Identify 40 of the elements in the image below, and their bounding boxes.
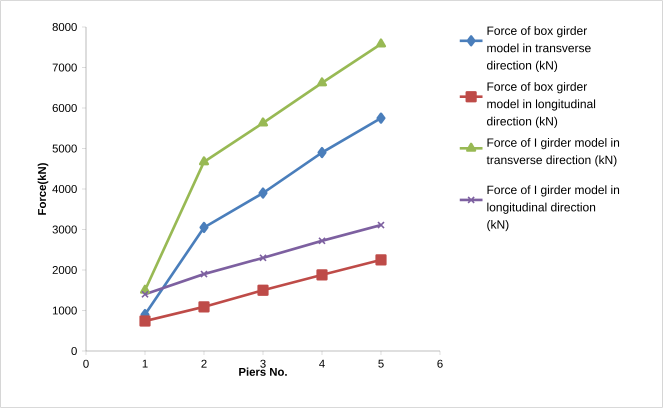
y-tick-label: 3000 — [52, 226, 77, 234]
point — [377, 221, 385, 229]
y-tick-label: 4000 — [52, 185, 77, 194]
point — [316, 269, 328, 280]
x-tick-label: 2 — [201, 360, 207, 368]
legend-label: Force of I girder model in transverse direction (kN) — [486, 138, 620, 167]
y-axis-title: Force(kN) — [38, 163, 48, 215]
point — [198, 156, 210, 166]
point — [375, 254, 387, 266]
y-tick-label: 2000 — [52, 266, 77, 274]
point — [199, 222, 209, 234]
x-axis-title: Piers No. — [239, 368, 287, 376]
x-tick-label: 5 — [378, 360, 384, 368]
point — [198, 301, 210, 312]
legend-label: Force of box girder model in transverse direction (kN) — [487, 26, 591, 72]
legend-label: Force of box girder model in longitudinal direction (kN) — [487, 82, 596, 128]
x-tick-label: 0 — [83, 360, 89, 368]
y-tick-label: 0 — [71, 346, 77, 356]
point — [318, 237, 326, 245]
point — [258, 117, 268, 126]
point — [376, 38, 386, 48]
point — [200, 270, 208, 278]
point — [257, 284, 269, 296]
legend-label: Force of I girder model in longitudinal direction (kN) — [487, 185, 620, 232]
point — [316, 77, 328, 86]
x-tick-label: 6 — [437, 360, 443, 368]
point — [317, 146, 327, 158]
y-tick-label: 6000 — [52, 104, 77, 112]
y-tick-label: 8000 — [52, 23, 77, 32]
x-tick-label: 4 — [319, 360, 325, 368]
point — [259, 254, 267, 262]
point — [376, 112, 386, 124]
y-tick-label: 1000 — [52, 306, 77, 315]
y-tick-label: 7000 — [52, 64, 77, 72]
y-tick-label: 5000 — [52, 144, 77, 153]
x-tick-label: 3 — [260, 360, 266, 368]
point — [139, 315, 151, 327]
point — [258, 187, 268, 199]
point — [141, 290, 149, 298]
x-tick-label: 1 — [142, 360, 148, 368]
